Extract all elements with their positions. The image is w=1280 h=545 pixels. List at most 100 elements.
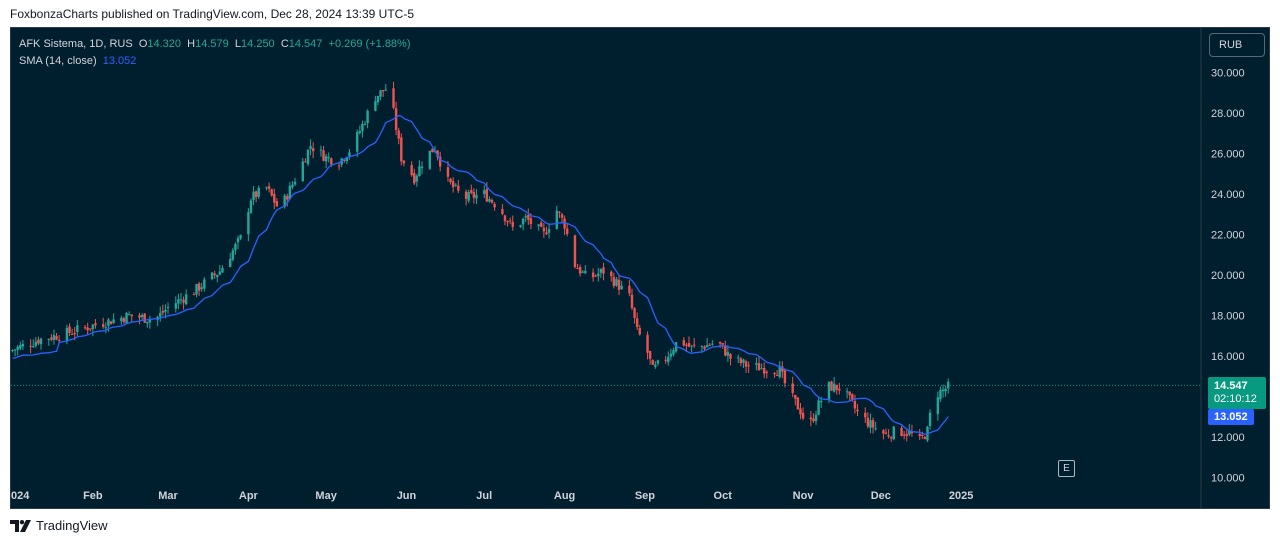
candle — [651, 359, 654, 365]
candle — [791, 376, 794, 398]
candle — [254, 190, 258, 203]
candle — [182, 296, 185, 310]
candle-body — [177, 299, 180, 304]
candle — [705, 338, 709, 348]
candle-body — [470, 190, 473, 193]
candle — [656, 359, 660, 366]
candle — [192, 291, 196, 296]
candle-body — [392, 88, 395, 108]
candle-body — [213, 273, 216, 276]
candle — [270, 188, 273, 197]
candle-body — [184, 294, 188, 305]
candle-body — [249, 200, 253, 213]
candle — [490, 198, 494, 204]
candle-body — [76, 325, 79, 332]
candle — [773, 372, 776, 378]
candle — [161, 304, 165, 316]
candle-body — [324, 156, 328, 162]
candle — [830, 380, 833, 392]
candle-body — [436, 150, 439, 158]
candle — [887, 429, 890, 439]
x-tick-label: Jun — [397, 490, 417, 502]
candle — [218, 265, 222, 276]
x-tick-label: 024 — [11, 490, 30, 502]
candle — [34, 336, 38, 348]
candle — [94, 318, 97, 329]
candle-body — [161, 310, 165, 313]
candle-body — [540, 222, 543, 227]
candle-body — [638, 327, 641, 335]
chart-canvas[interactable]: 10.00012.00014.00016.00018.00020.00022.0… — [11, 28, 1270, 509]
candle-body — [747, 365, 750, 367]
candle — [52, 329, 56, 345]
candle-body — [781, 366, 784, 372]
candle-body — [464, 191, 468, 199]
candle — [457, 179, 460, 194]
candle — [179, 293, 183, 305]
candle-body — [438, 156, 442, 167]
candle-body — [104, 327, 108, 329]
candle — [322, 146, 325, 162]
y-tick-label: 18.000 — [1211, 311, 1245, 323]
candle-body — [68, 326, 71, 333]
x-tick-label: Apr — [239, 490, 259, 502]
candle-body — [508, 220, 512, 222]
chart-pane[interactable]: 10.00012.00014.00016.00018.00020.00022.0… — [10, 27, 1270, 509]
currency-button[interactable]: RUB — [1209, 33, 1265, 57]
candle — [537, 223, 540, 231]
candle-body — [254, 191, 258, 198]
candle — [146, 321, 149, 328]
candle-body — [327, 157, 330, 159]
candle-body — [830, 381, 833, 391]
candle-body — [703, 346, 706, 349]
candle-body — [628, 285, 631, 294]
candle-body — [146, 321, 149, 324]
candle — [252, 186, 255, 206]
symbol-label[interactable]: AFK Sistema, 1D, RUS — [19, 38, 133, 50]
candle — [545, 226, 548, 236]
candle-body — [801, 412, 805, 419]
candle-body — [37, 339, 40, 344]
candle — [871, 417, 875, 434]
candle — [257, 185, 260, 200]
candle — [540, 220, 543, 228]
candle — [597, 267, 600, 282]
candle-body — [210, 272, 214, 280]
candle-body — [635, 318, 639, 327]
candle-body — [345, 157, 349, 162]
candle — [519, 224, 522, 228]
candle-body — [107, 319, 110, 326]
candle — [340, 157, 343, 168]
earnings-event-marker[interactable]: E — [1058, 460, 1075, 477]
candle — [76, 319, 79, 337]
candle — [70, 328, 74, 336]
candle — [327, 152, 330, 163]
close-label: C — [280, 38, 289, 50]
candle — [765, 370, 768, 379]
candle-body — [941, 389, 945, 392]
candle-body — [827, 381, 831, 400]
candle — [620, 280, 623, 290]
candle — [565, 223, 569, 237]
y-tick-label: 24.000 — [1211, 189, 1245, 201]
candle — [247, 208, 250, 242]
candle-body — [247, 212, 250, 235]
candle-body — [760, 368, 763, 370]
candle — [511, 215, 514, 231]
candle — [648, 350, 652, 365]
sma-label[interactable]: SMA (14, close) — [19, 55, 97, 67]
candle-body — [742, 359, 745, 363]
candle — [239, 234, 242, 241]
candle-body — [449, 178, 452, 183]
candle — [812, 413, 815, 423]
candle — [762, 362, 766, 379]
candle — [801, 407, 805, 421]
candle-body — [330, 158, 333, 165]
candle-body — [711, 343, 714, 345]
candle-body — [288, 185, 292, 200]
candle — [203, 276, 206, 292]
candle-body — [197, 283, 201, 291]
candle-body — [773, 373, 776, 375]
candle-body — [47, 339, 50, 341]
candle — [501, 204, 504, 216]
